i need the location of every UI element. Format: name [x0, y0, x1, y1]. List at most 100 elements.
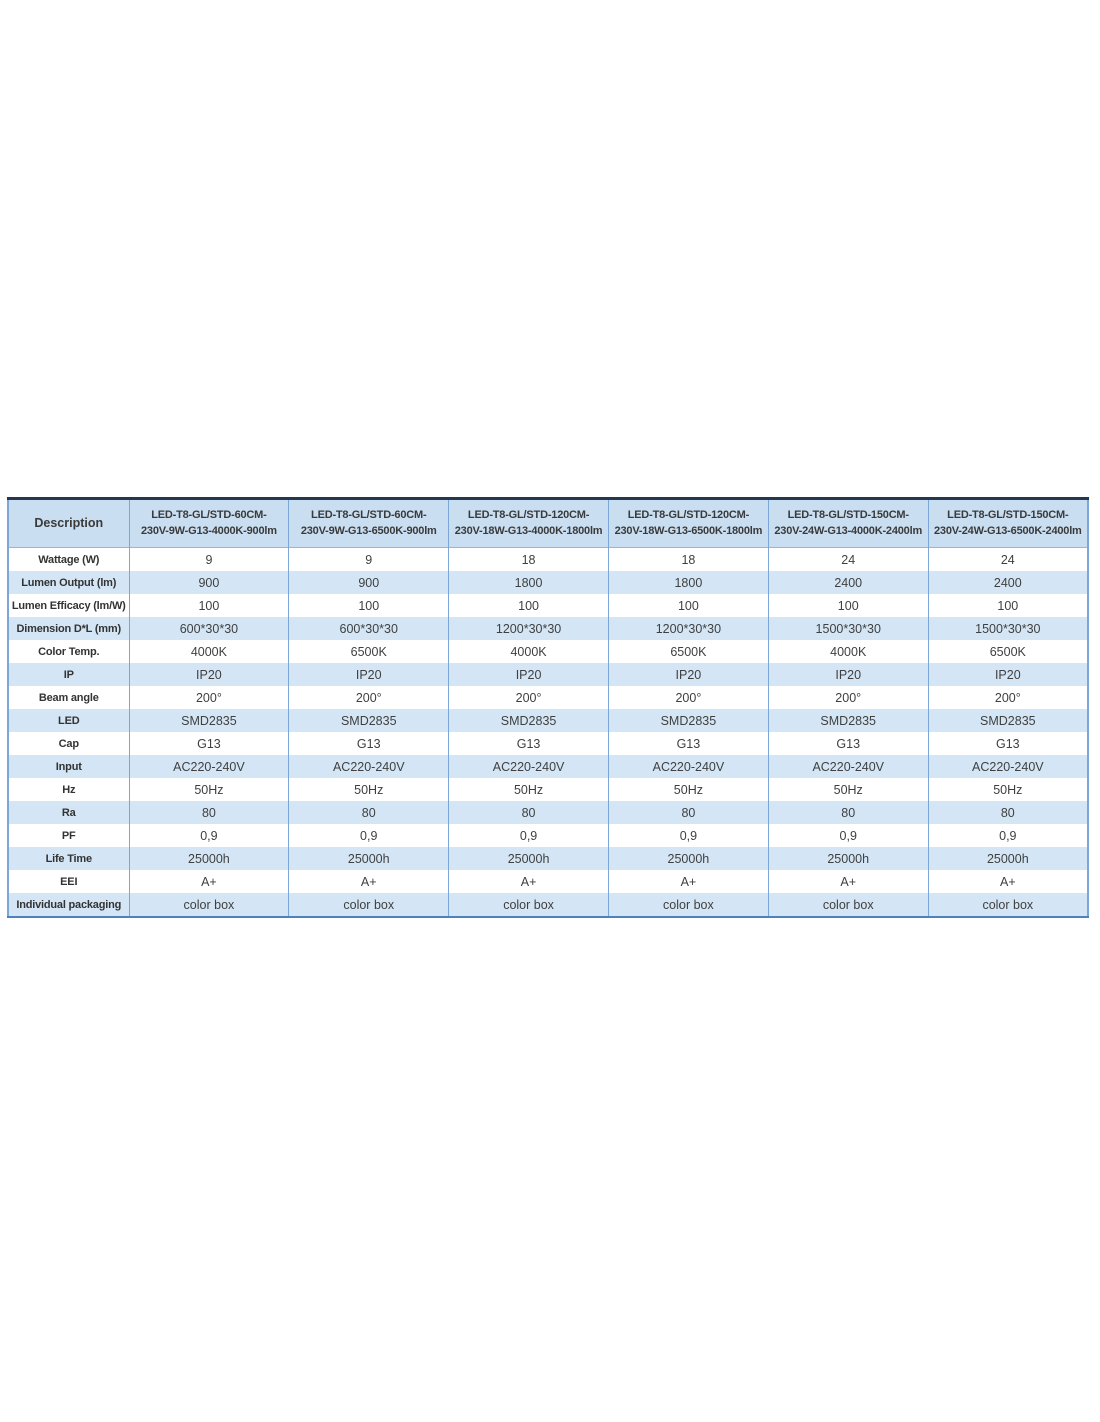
spec-value-cell: 6500K [927, 640, 1088, 663]
spec-value-cell: G13 [927, 732, 1088, 755]
spec-value-cell: IP20 [607, 663, 769, 686]
spec-value-cell: 200° [128, 686, 289, 709]
spec-row-label: Lumen Efficacy (lm/W) [8, 594, 129, 617]
spec-value-cell: AC220-240V [607, 755, 769, 778]
spec-row: Individual packaging color box color box co… [8, 893, 1088, 917]
spec-value-cell: color box [927, 893, 1088, 917]
spec-value-cell: 80 [607, 801, 769, 824]
led-tube-spec-table: Description LED-T8-GL/STD-60CM- 230V-9W-… [7, 497, 1089, 918]
spec-value-cell: 9 [288, 547, 449, 571]
spec-value-cell: 4000K [448, 640, 609, 663]
spec-value-cell: 6500K [288, 640, 449, 663]
spec-value-cell: 100 [448, 594, 609, 617]
spec-value-cell: A+ [128, 870, 289, 893]
spec-value-cell: SMD2835 [288, 709, 449, 732]
spec-value-cell: 80 [927, 801, 1088, 824]
spec-row-label: EEI [8, 870, 129, 893]
spec-row-label: Hz [8, 778, 129, 801]
spec-row-label: Beam angle [8, 686, 129, 709]
spec-value-cell: 2400 [767, 571, 929, 594]
spec-value-cell: 100 [288, 594, 449, 617]
spec-row: Input AC220-240V AC220-240V AC220-240V AC220… [8, 755, 1088, 778]
spec-value-cell: color box [448, 893, 609, 917]
spec-row: PF 0,9 0,9 0,9 0,9 0,9 0,9 [8, 824, 1088, 847]
spec-value-cell: 900 [128, 571, 289, 594]
spec-value-cell: 50Hz [927, 778, 1088, 801]
spec-value-cell: 200° [448, 686, 609, 709]
spec-value-cell: G13 [767, 732, 929, 755]
spec-value-cell: 200° [927, 686, 1088, 709]
spec-row-label: IP [8, 663, 129, 686]
spec-row: Wattage (W) 9 9 18 18 24 24 [8, 547, 1088, 571]
spec-row: LED SMD2835 SMD2835 SMD2835 SMD2835 SMD2835 SM… [8, 709, 1088, 732]
spec-value-cell: 4000K [128, 640, 289, 663]
spec-value-cell: 25000h [767, 847, 929, 870]
spec-row: Color Temp. 4000K 6500K 4000K 6500K 4000K 6500… [8, 640, 1088, 663]
spec-row: Lumen Efficacy (lm/W) 100 100 100 100 100 100 [8, 594, 1088, 617]
spec-row-label: Dimension D*L (mm) [8, 617, 129, 640]
spec-value-cell: 50Hz [128, 778, 289, 801]
spec-value-cell: 18 [607, 547, 769, 571]
spec-value-cell: color box [767, 893, 929, 917]
spec-value-cell: 200° [288, 686, 449, 709]
spec-row: Ra 80 80 80 80 80 80 [8, 801, 1088, 824]
spec-value-cell: 200° [607, 686, 769, 709]
spec-value-cell: 0,9 [288, 824, 449, 847]
spec-value-cell: 0,9 [448, 824, 609, 847]
spec-value-cell: color box [288, 893, 449, 917]
spec-row: EEI A+ A+ A+ A+ A+ A+ [8, 870, 1088, 893]
spec-value-cell: 50Hz [767, 778, 929, 801]
column-header-cell: LED-T8-GL/STD-120CM- 230V-18W-G13-4000K-… [448, 498, 609, 548]
spec-value-cell: AC220-240V [128, 755, 289, 778]
spec-value-cell: 600*30*30 [128, 617, 289, 640]
column-header-cell: LED-T8-GL/STD-120CM- 230V-18W-G13-6500K-… [607, 498, 769, 548]
spec-value-cell: AC220-240V [767, 755, 929, 778]
spec-value-cell: SMD2835 [927, 709, 1088, 732]
spec-value-cell: 0,9 [128, 824, 289, 847]
spec-value-cell: color box [128, 893, 289, 917]
spec-row-label: Ra [8, 801, 129, 824]
spec-value-cell: 50Hz [607, 778, 769, 801]
spec-value-cell: G13 [288, 732, 449, 755]
spec-value-cell: IP20 [448, 663, 609, 686]
spec-table-container: Description LED-T8-GL/STD-60CM- 230V-9W-… [7, 497, 1089, 918]
spec-value-cell: IP20 [767, 663, 929, 686]
spec-table-header: Description LED-T8-GL/STD-60CM- 230V-9W-… [8, 498, 1088, 548]
spec-value-cell: 1800 [607, 571, 769, 594]
spec-value-cell: 1200*30*30 [448, 617, 609, 640]
spec-value-cell: 100 [767, 594, 929, 617]
spec-row-label: Lumen Output (lm) [8, 571, 129, 594]
spec-value-cell: AC220-240V [927, 755, 1088, 778]
spec-value-cell: 80 [448, 801, 609, 824]
spec-value-cell: A+ [927, 870, 1088, 893]
spec-value-cell: 200° [767, 686, 929, 709]
spec-row-label: Life Time [8, 847, 129, 870]
spec-value-cell: 24 [927, 547, 1088, 571]
spec-row-label: LED [8, 709, 129, 732]
spec-row-label: Wattage (W) [8, 547, 129, 571]
spec-value-cell: SMD2835 [448, 709, 609, 732]
description-header-cell: Description [8, 498, 129, 548]
column-header-cell: LED-T8-GL/STD-60CM- 230V-9W-G13-6500K-90… [288, 498, 449, 548]
spec-value-cell: 25000h [927, 847, 1088, 870]
spec-value-cell: A+ [767, 870, 929, 893]
spec-row-label: PF [8, 824, 129, 847]
spec-value-cell: SMD2835 [607, 709, 769, 732]
spec-row-label: Individual packaging [8, 893, 129, 917]
spec-row-label: Color Temp. [8, 640, 129, 663]
spec-value-cell: 80 [128, 801, 289, 824]
spec-value-cell: 100 [927, 594, 1088, 617]
spec-value-cell: IP20 [288, 663, 449, 686]
spec-value-cell: 0,9 [767, 824, 929, 847]
spec-value-cell: A+ [288, 870, 449, 893]
spec-value-cell: 24 [767, 547, 929, 571]
spec-value-cell: 18 [448, 547, 609, 571]
spec-value-cell: 80 [767, 801, 929, 824]
column-header-cell: LED-T8-GL/STD-150CM- 230V-24W-G13-6500K-… [927, 498, 1088, 548]
spec-value-cell: 2400 [927, 571, 1088, 594]
spec-value-cell: A+ [448, 870, 609, 893]
spec-value-cell: 1200*30*30 [607, 617, 769, 640]
spec-value-cell: AC220-240V [448, 755, 609, 778]
spec-row: Life Time 25000h 25000h 25000h 25000h 25000h 2… [8, 847, 1088, 870]
